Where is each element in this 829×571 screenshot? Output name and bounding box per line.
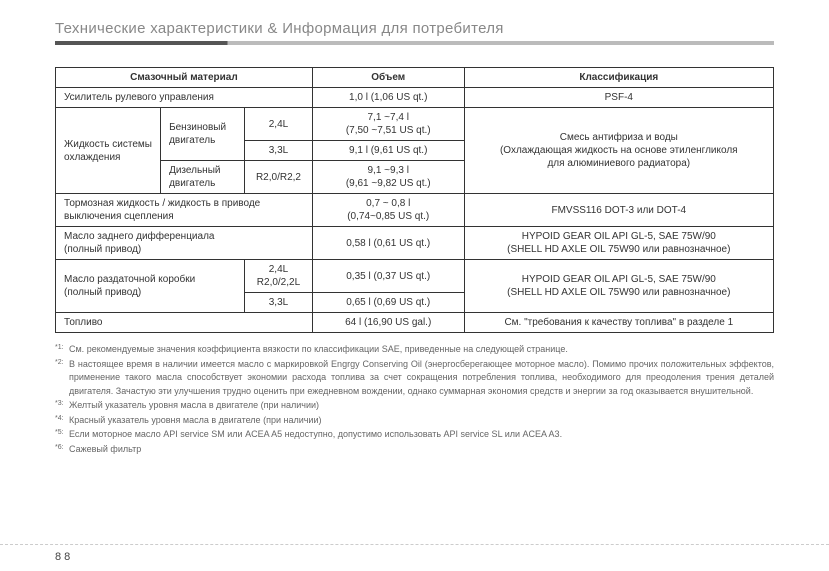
fn3-sup: *3:: [55, 399, 69, 413]
cell-fuel-vol: 64 l (16,90 US gal.): [312, 313, 464, 333]
cell-tc1: 2,4L R2,0/2,2L: [245, 260, 313, 293]
row-reardiff: Масло заднего дифференциала (полный прив…: [56, 227, 774, 260]
fn6-sup: *6:: [55, 443, 69, 457]
row-coolant-24: Жидкость системы охлаждения Бензиновый д…: [56, 108, 774, 141]
fn6-txt: Сажевый фильтр: [69, 443, 774, 457]
footnotes: *1:См. рекомендуемые значения коэффициен…: [55, 343, 774, 456]
cell-reardiff-cls: HYPOID GEAR OIL API GL-5, SAE 75W/90 (SH…: [464, 227, 773, 260]
row-brake: Тормозная жидкость / жидкость в приводе …: [56, 194, 774, 227]
row-fuel: Топливо 64 l (16,90 US gal.) См. "требов…: [56, 313, 774, 333]
cell-tv1: 0,35 l (0,37 US qt.): [312, 260, 464, 293]
cell-reardiff-name: Масло заднего дифференциала (полный прив…: [56, 227, 313, 260]
fn1-sup: *1:: [55, 343, 69, 357]
row-transfer-1: Масло раздаточной коробки (полный привод…: [56, 260, 774, 293]
fn4-txt: Красный указатель уровня масла в двигате…: [69, 414, 774, 428]
footnote-5: *5:Если моторное масло API service SM ил…: [55, 428, 774, 442]
cell-brake-vol: 0,7 ~ 0,8 l (0,74~0,85 US qt.): [312, 194, 464, 227]
cell-transfer-name: Масло раздаточной коробки (полный привод…: [56, 260, 245, 313]
th-material: Смазочный материал: [56, 68, 313, 88]
footnote-6: *6:Сажевый фильтр: [55, 443, 774, 457]
cell-v24: 7,1 ~7,4 l (7,50 ~7,51 US qt.): [312, 108, 464, 141]
cell-c24: 2,4L: [245, 108, 313, 141]
footnote-3: *3:Желтый указатель уровня масла в двига…: [55, 399, 774, 413]
th-volume: Объем: [312, 68, 464, 88]
fn2-txt: В настоящее время в наличии имеется масл…: [69, 358, 774, 399]
cell-brake-name: Тормозная жидкость / жидкость в приводе …: [56, 194, 313, 227]
footnote-4: *4:Красный указатель уровня масла в двиг…: [55, 414, 774, 428]
row-psf: Усилитель рулевого управления 1,0 l (1,0…: [56, 88, 774, 108]
footnote-1: *1:См. рекомендуемые значения коэффициен…: [55, 343, 774, 357]
fn5-sup: *5:: [55, 428, 69, 442]
page-title: Технические характеристики & Информация …: [55, 20, 774, 41]
cell-brake-cls: FMVSS116 DOT-3 или DOT-4: [464, 194, 773, 227]
cell-petrol: Бензиновый двигатель: [161, 108, 245, 161]
footnote-2: *2:В настоящее время в наличии имеется м…: [55, 358, 774, 399]
th-class: Классификация: [464, 68, 773, 88]
cell-psf-name: Усилитель рулевого управления: [56, 88, 313, 108]
cell-diesel: Дизельный двигатель: [161, 161, 245, 194]
cell-fuel-name: Топливо: [56, 313, 313, 333]
cell-coolant-name: Жидкость системы охлаждения: [56, 108, 161, 194]
cell-v33: 9,1 l (9,61 US qt.): [312, 141, 464, 161]
cell-tv2: 0,65 l (0,69 US qt.): [312, 293, 464, 313]
fn5-txt: Если моторное масло API service SM или A…: [69, 428, 774, 442]
fn4-sup: *4:: [55, 414, 69, 428]
fn1-txt: См. рекомендуемые значения коэффициента …: [69, 343, 774, 357]
cell-coolant-cls: Смесь антифриза и воды (Охлаждающая жидк…: [464, 108, 773, 194]
cell-cdz: R2,0/R2,2: [245, 161, 313, 194]
cell-reardiff-vol: 0,58 l (0,61 US qt.): [312, 227, 464, 260]
table-header-row: Смазочный материал Объем Классификация: [56, 68, 774, 88]
fn2-sup: *2:: [55, 358, 69, 399]
header-rule: [55, 41, 774, 45]
cell-c33: 3,3L: [245, 141, 313, 161]
cell-transfer-cls: HYPOID GEAR OIL API GL-5, SAE 75W/90 (SH…: [464, 260, 773, 313]
cell-vdz: 9,1 ~9,3 l (9,61 ~9,82 US qt.): [312, 161, 464, 194]
spec-table: Смазочный материал Объем Классификация У…: [55, 67, 774, 333]
dotted-separator: [0, 544, 829, 545]
page-number: 8 8: [55, 551, 70, 563]
cell-psf-cls: PSF-4: [464, 88, 773, 108]
cell-fuel-cls: См. "требования к качеству топлива" в ра…: [464, 313, 773, 333]
cell-tc2: 3,3L: [245, 293, 313, 313]
fn3-txt: Желтый указатель уровня масла в двигател…: [69, 399, 774, 413]
cell-psf-vol: 1,0 l (1,06 US qt.): [312, 88, 464, 108]
